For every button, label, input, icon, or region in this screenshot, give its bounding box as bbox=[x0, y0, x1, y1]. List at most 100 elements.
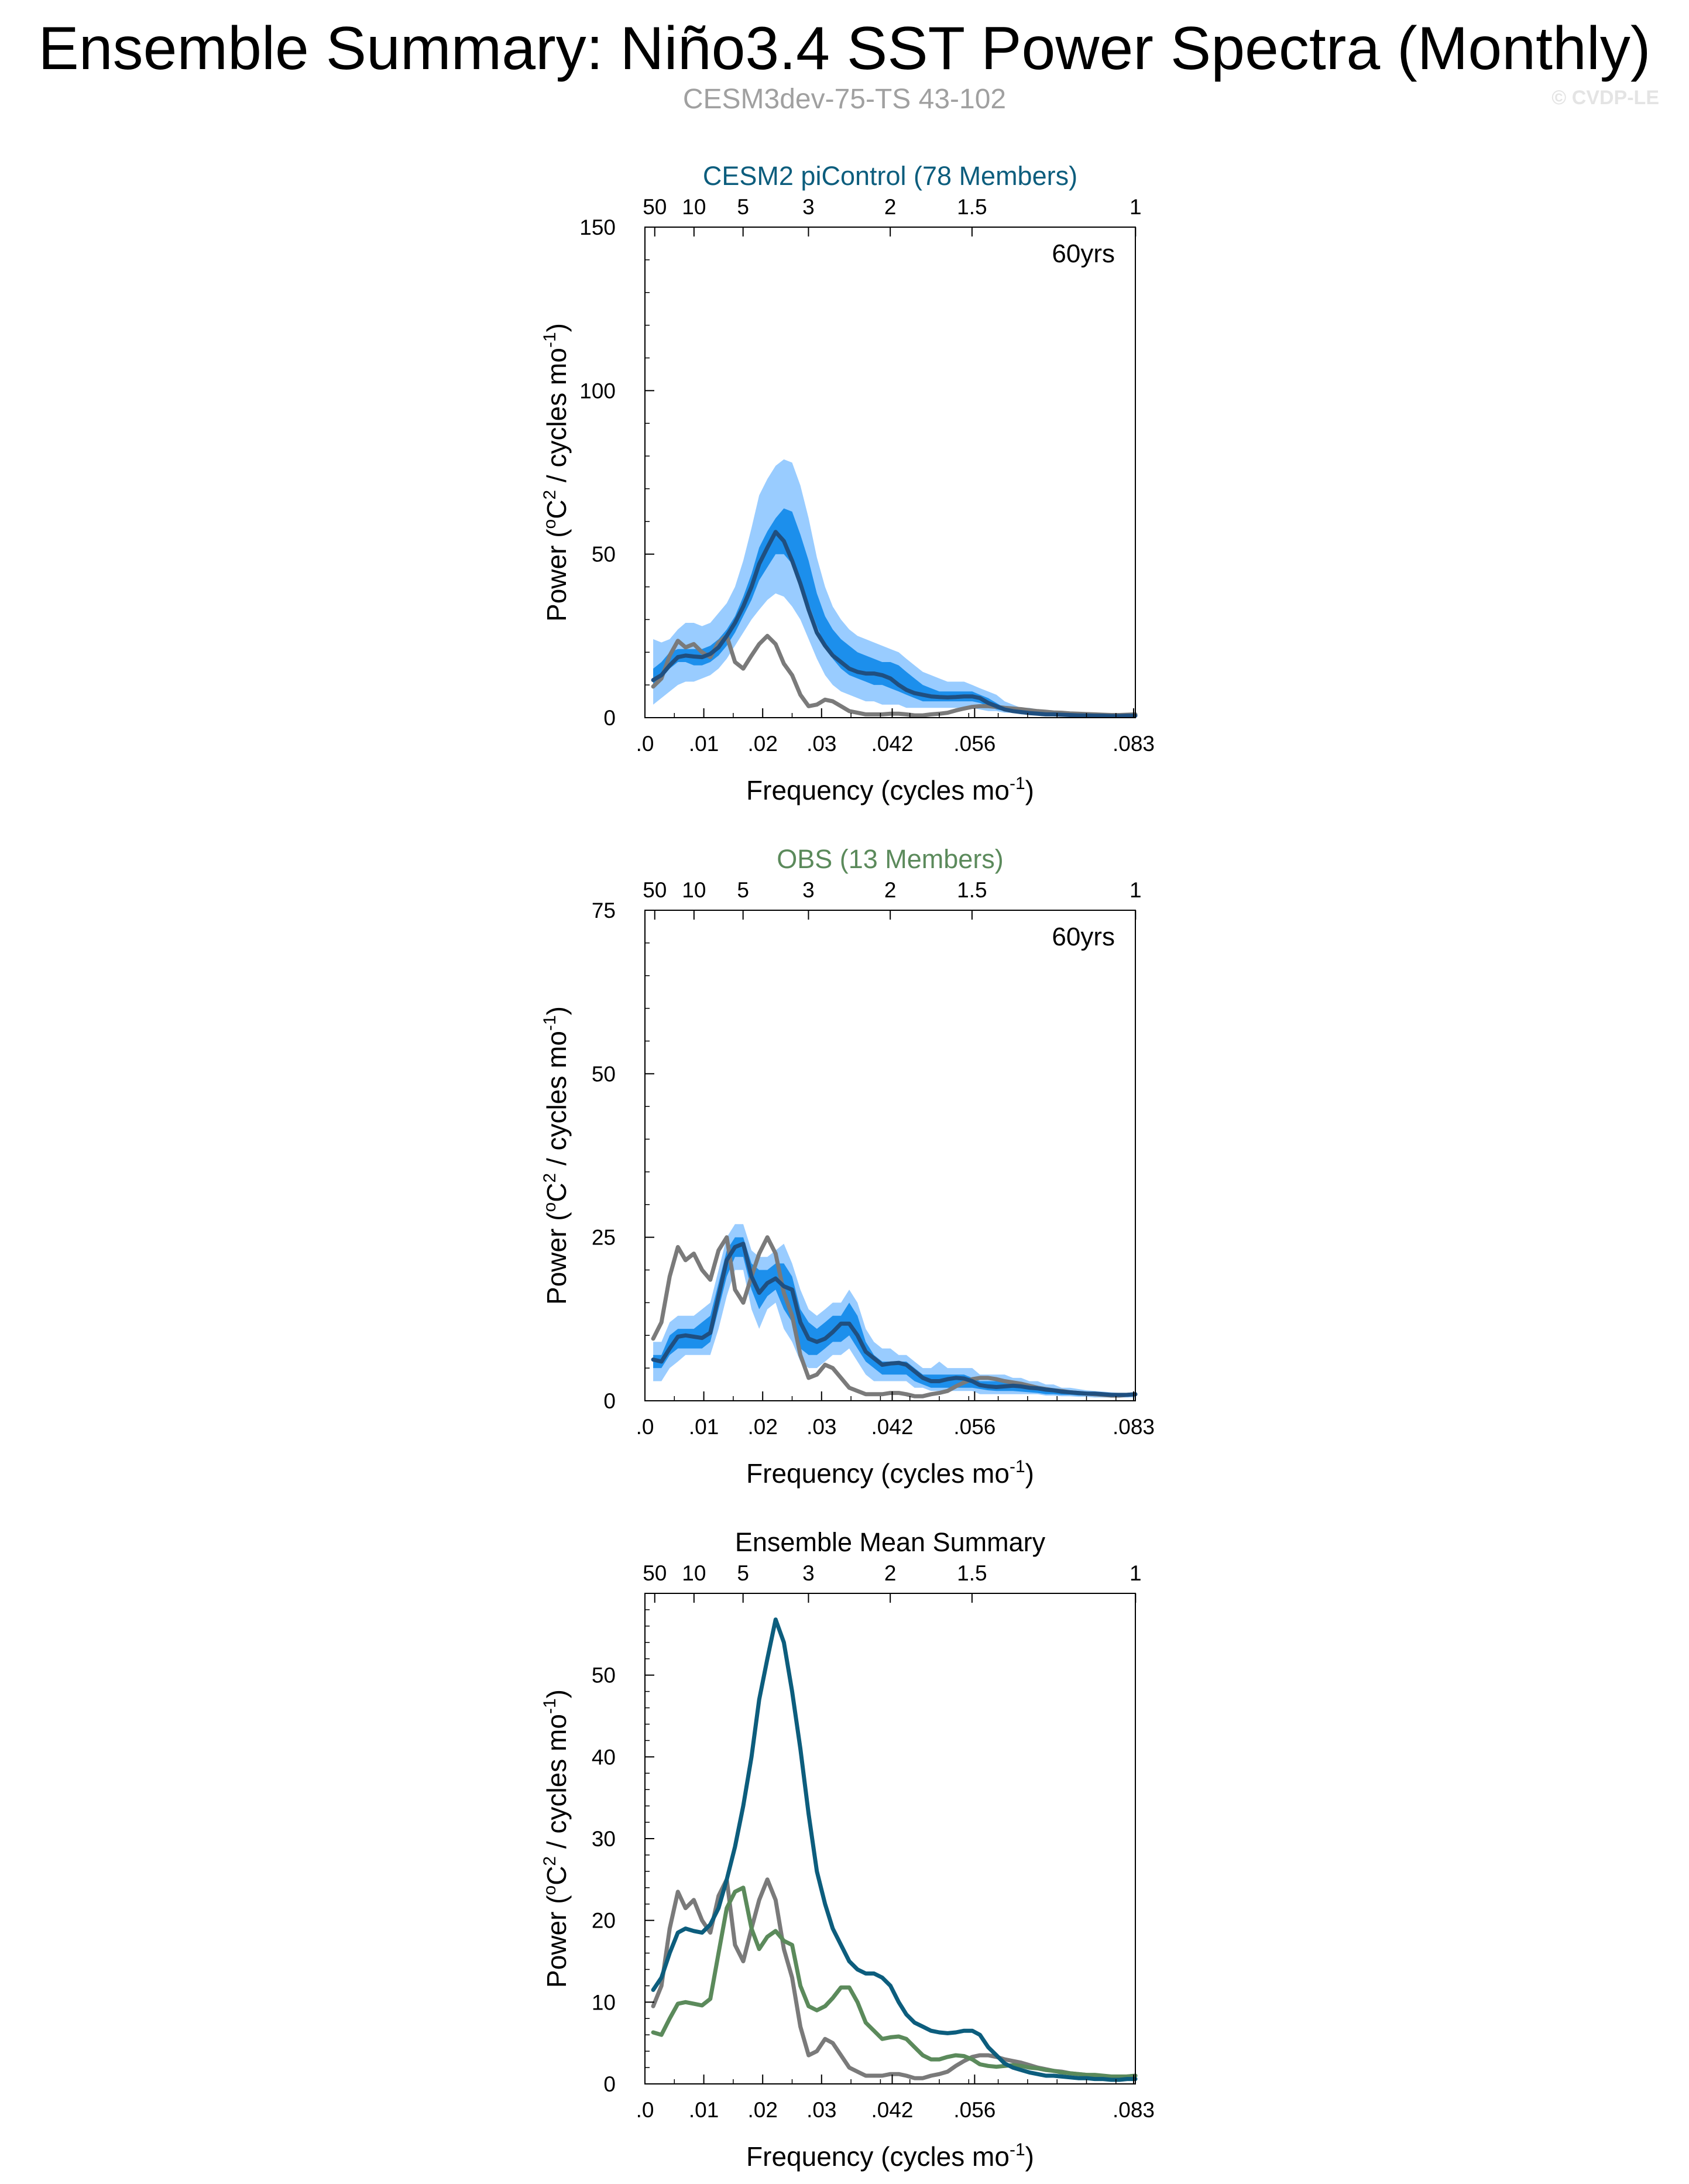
series-line-band-mean bbox=[651, 1242, 1138, 1397]
y-tick-label: 75 bbox=[592, 899, 616, 923]
x-tick-label: .03 bbox=[806, 1415, 836, 1439]
figure-title: Ensemble Summary: Niño3.4 SST Power Spec… bbox=[38, 15, 1650, 83]
copyright-notice: © CVDP-LE bbox=[1551, 87, 1659, 109]
x-tick-label: .02 bbox=[747, 2098, 777, 2122]
y-tick-label: 150 bbox=[579, 215, 616, 239]
period-tick-label: 3 bbox=[802, 1561, 815, 1585]
series-line-model-mean bbox=[651, 1617, 1138, 2082]
x-axis-title-sup: -1 bbox=[1010, 774, 1025, 793]
x-axis-title-close: ) bbox=[1025, 1458, 1034, 1489]
x-axis-title-sup: -1 bbox=[1010, 2140, 1025, 2159]
y-tick-label: 50 bbox=[592, 543, 616, 567]
panel-title: CESM2 piControl (78 Members) bbox=[703, 161, 1077, 191]
chart-panel-1: CESM2 piControl (78 Members) .0 .01 .02 .03.… bbox=[540, 161, 1155, 805]
period-tick-label: 10 bbox=[682, 878, 706, 902]
y-axis-title-sup: -1 bbox=[540, 1698, 559, 1714]
x-tick-label: .02 bbox=[747, 1415, 777, 1439]
period-tick-label: 50 bbox=[643, 195, 667, 219]
panel-title: Ensemble Mean Summary bbox=[735, 1527, 1046, 1557]
period-tick-label: 1 bbox=[1130, 878, 1142, 902]
y-tick-label: 50 bbox=[592, 1062, 616, 1086]
period-tick-label: 5 bbox=[737, 878, 749, 902]
x-tick-label: .03 bbox=[806, 2098, 836, 2122]
x-axis-title: Frequency (cycles mo-1) bbox=[746, 2140, 1034, 2172]
period-tick-label: 1.5 bbox=[957, 878, 987, 902]
x-tick-label: .042 bbox=[871, 1415, 914, 1439]
y-tick-label: 0 bbox=[603, 2072, 616, 2096]
y-axis-title-unit: C bbox=[541, 500, 572, 519]
y-tick-label: 0 bbox=[603, 706, 616, 730]
period-tick-label: 2 bbox=[884, 878, 897, 902]
period-tick-label: 2 bbox=[884, 195, 897, 219]
panels-container: CESM2 piControl (78 Members).0.01.02.03.… bbox=[540, 161, 1155, 2172]
y-axis-title-close: ) bbox=[541, 1006, 572, 1015]
chart-panel-3: Ensemble Mean Summary .0 .01 .02 .03 .042 .056… bbox=[540, 1527, 1155, 2172]
y-tick-label: 0 bbox=[603, 1389, 616, 1413]
panel-annotation: 60yrs bbox=[1052, 923, 1115, 951]
y-tick-label: 25 bbox=[592, 1226, 616, 1250]
y-axis-title-sup: -1 bbox=[540, 332, 559, 348]
x-tick-label: .01 bbox=[689, 732, 719, 756]
y-tick-label: 10 bbox=[592, 1990, 616, 2014]
x-tick-label: .03 bbox=[806, 732, 836, 756]
y-tick-label: 40 bbox=[592, 1745, 616, 1769]
y-axis-title-sup: -1 bbox=[540, 1015, 559, 1031]
x-tick-label: .02 bbox=[747, 732, 777, 756]
x-axis-title-close: ) bbox=[1025, 775, 1034, 805]
x-tick-label: .056 bbox=[953, 732, 995, 756]
period-tick-label: 2 bbox=[884, 1561, 897, 1585]
y-axis-title-unit: C bbox=[541, 1183, 572, 1202]
y-tick-label: 100 bbox=[579, 379, 616, 403]
series-line-obs-mean bbox=[651, 1885, 1138, 2079]
x-tick-label: .056 bbox=[953, 1415, 995, 1439]
y-tick-label: 30 bbox=[592, 1827, 616, 1851]
y-axis-title: Power (oC2 / cycles mo-1) bbox=[540, 1006, 572, 1305]
y-axis-title-pre: Power ( bbox=[541, 1212, 572, 1305]
y-axis-title-mid: / cycles mo bbox=[541, 1714, 572, 1856]
period-tick-label: 50 bbox=[643, 1561, 667, 1585]
x-tick-label: .042 bbox=[871, 732, 914, 756]
x-tick-label: .01 bbox=[689, 2098, 719, 2122]
y-axis-title-degree: o bbox=[540, 519, 559, 529]
period-tick-label: 3 bbox=[802, 195, 815, 219]
band-inner-range bbox=[653, 508, 1135, 716]
y-axis-title-unit: C bbox=[541, 1866, 572, 1885]
x-tick-label: .01 bbox=[689, 1415, 719, 1439]
x-axis-title-close: ) bbox=[1025, 2141, 1034, 2172]
panel-annotation: 60yrs bbox=[1052, 239, 1115, 268]
x-axis-title-main: Frequency (cycles mo bbox=[746, 775, 1010, 805]
y-axis-title-pre: Power ( bbox=[541, 1895, 572, 1988]
period-tick-label: 5 bbox=[737, 1561, 749, 1585]
period-tick-label: 1.5 bbox=[957, 1561, 987, 1585]
band-inner-range bbox=[653, 1237, 1135, 1397]
x-axis-title-main: Frequency (cycles mo bbox=[746, 2141, 1010, 2172]
period-tick-label: 10 bbox=[682, 195, 706, 219]
period-tick-label: 1 bbox=[1130, 1561, 1142, 1585]
x-tick-label: .0 bbox=[636, 732, 654, 756]
x-tick-label: .0 bbox=[636, 2098, 654, 2122]
x-tick-label: .042 bbox=[871, 2098, 914, 2122]
y-axis-title-mid: / cycles mo bbox=[541, 1031, 572, 1173]
period-tick-label: 1 bbox=[1130, 195, 1142, 219]
x-tick-label: .056 bbox=[953, 2098, 995, 2122]
x-tick-label: .083 bbox=[1113, 2098, 1155, 2122]
x-axis-title-main: Frequency (cycles mo bbox=[746, 1458, 1010, 1489]
figure-subtitle: CESM3dev-75-TS 43-102 bbox=[683, 84, 1006, 115]
y-axis-title-squared: 2 bbox=[540, 1173, 559, 1183]
y-axis-title-squared: 2 bbox=[540, 490, 559, 500]
x-tick-label: .083 bbox=[1113, 732, 1155, 756]
y-axis-title-mid: / cycles mo bbox=[541, 348, 572, 490]
x-tick-label: .083 bbox=[1113, 1415, 1155, 1439]
y-axis-title-squared: 2 bbox=[540, 1856, 559, 1866]
y-axis-title-close: ) bbox=[541, 1689, 572, 1698]
panel-title: OBS (13 Members) bbox=[777, 844, 1004, 874]
y-axis-title-pre: Power ( bbox=[541, 529, 572, 622]
x-tick-label: .0 bbox=[636, 1415, 654, 1439]
x-axis-title: Frequency (cycles mo-1) bbox=[746, 1457, 1034, 1489]
period-tick-label: 10 bbox=[682, 1561, 706, 1585]
x-axis-title: Frequency (cycles mo-1) bbox=[746, 774, 1034, 805]
y-axis-title-degree: o bbox=[540, 1885, 559, 1895]
plot-frame bbox=[644, 1593, 1136, 2084]
period-tick-label: 5 bbox=[737, 195, 749, 219]
